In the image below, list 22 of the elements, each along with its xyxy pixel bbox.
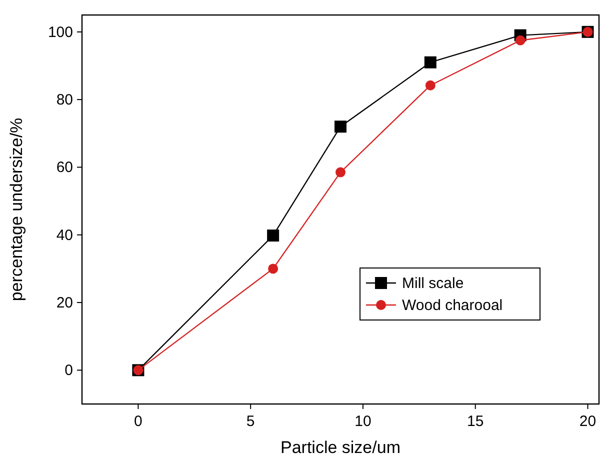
x-tick-label: 5	[246, 413, 255, 430]
y-tick-label: 20	[56, 294, 73, 312]
legend-label: Wood charooal	[402, 297, 503, 314]
x-tick-label: 15	[467, 413, 484, 430]
y-tick-label: 0	[64, 362, 73, 380]
y-tick-label: 40	[56, 226, 73, 244]
point	[268, 264, 278, 274]
y-tick-label: 60	[56, 159, 73, 176]
point	[425, 80, 436, 90]
point	[334, 120, 346, 133]
x-axis-title: Particle size/um	[280, 438, 400, 457]
x-tick-label: 10	[354, 413, 372, 430]
y-tick-label: 80	[56, 92, 73, 109]
y-tick-label: 100	[48, 24, 73, 41]
x-tick-label: 0	[134, 413, 142, 430]
point	[424, 56, 436, 68]
y-axis-title: percentage undersize/%	[7, 118, 26, 302]
point	[267, 230, 280, 242]
point	[336, 167, 346, 178]
point	[515, 35, 526, 46]
legend-label: Mill scale	[402, 275, 464, 292]
x-tick-label: 20	[579, 413, 596, 430]
